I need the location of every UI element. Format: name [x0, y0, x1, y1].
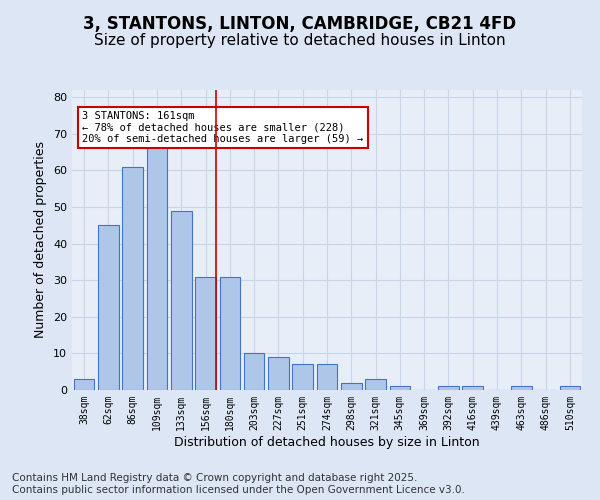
Text: 3, STANTONS, LINTON, CAMBRIDGE, CB21 4FD: 3, STANTONS, LINTON, CAMBRIDGE, CB21 4FD [83, 14, 517, 32]
Text: Size of property relative to detached houses in Linton: Size of property relative to detached ho… [94, 32, 506, 48]
Bar [560, 386, 580, 390]
Bar [122, 167, 143, 390]
Bar [463, 386, 483, 390]
Text: Contains HM Land Registry data © Crown copyright and database right 2025.
Contai: Contains HM Land Registry data © Crown c… [12, 474, 465, 495]
X-axis label: Distribution of detached houses by size in Linton: Distribution of detached houses by size … [174, 436, 480, 448]
Bar [98, 226, 119, 390]
Bar [146, 145, 167, 390]
Bar [389, 386, 410, 390]
Bar [74, 379, 94, 390]
Bar [341, 382, 362, 390]
Bar [292, 364, 313, 390]
Bar [511, 386, 532, 390]
Y-axis label: Number of detached properties: Number of detached properties [34, 142, 47, 338]
Bar [171, 210, 191, 390]
Text: 3 STANTONS: 161sqm
← 78% of detached houses are smaller (228)
20% of semi-detach: 3 STANTONS: 161sqm ← 78% of detached hou… [82, 111, 364, 144]
Bar [365, 379, 386, 390]
Bar [244, 354, 265, 390]
Bar [220, 276, 240, 390]
Bar [317, 364, 337, 390]
Bar [195, 276, 216, 390]
Bar [438, 386, 459, 390]
Bar [268, 357, 289, 390]
